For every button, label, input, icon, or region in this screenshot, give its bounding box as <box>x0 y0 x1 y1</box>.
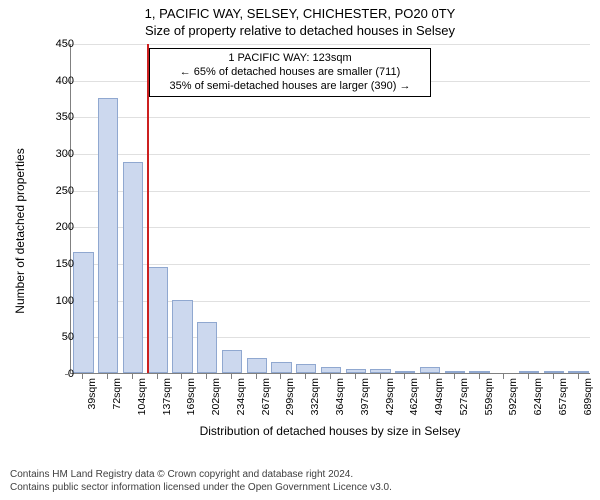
x-tick-label: 364sqm <box>334 378 346 428</box>
x-tick-mark <box>429 374 430 379</box>
histogram-bar <box>247 358 267 373</box>
histogram-bar <box>395 371 415 373</box>
histogram-bar <box>222 350 242 373</box>
x-tick-mark <box>231 374 232 379</box>
x-tick-mark <box>280 374 281 379</box>
y-axis-label: Number of detached properties <box>13 81 27 381</box>
x-tick-label: 332sqm <box>309 378 321 428</box>
x-tick-mark <box>206 374 207 379</box>
x-tick-mark <box>380 374 381 379</box>
histogram-bar <box>420 367 440 373</box>
x-tick-label: 624sqm <box>532 378 544 428</box>
x-tick-mark <box>553 374 554 379</box>
x-tick-mark <box>132 374 133 379</box>
plot-area: 1 PACIFIC WAY: 123sqm← 65% of detached h… <box>70 44 590 374</box>
y-tick-mark <box>65 44 70 45</box>
x-tick-mark <box>578 374 579 379</box>
x-tick-label: 527sqm <box>458 378 470 428</box>
x-tick-label: 657sqm <box>557 378 569 428</box>
x-tick-mark <box>107 374 108 379</box>
histogram-bar <box>123 162 143 373</box>
histogram-bar <box>172 300 192 373</box>
histogram-bar <box>73 252 93 373</box>
y-tick-mark <box>65 337 70 338</box>
x-tick-label: 104sqm <box>136 378 148 428</box>
y-tick-mark <box>65 301 70 302</box>
annotation-line2: ← 65% of detached houses are smaller (71… <box>156 66 424 80</box>
x-tick-label: 137sqm <box>161 378 173 428</box>
title-subtitle: Size of property relative to detached ho… <box>0 21 600 38</box>
y-tick-mark <box>65 227 70 228</box>
histogram-bar <box>321 367 341 373</box>
histogram-bar <box>296 364 316 373</box>
x-tick-label: 689sqm <box>582 378 594 428</box>
y-tick-mark <box>65 81 70 82</box>
annotation-box: 1 PACIFIC WAY: 123sqm← 65% of detached h… <box>149 48 431 97</box>
histogram-bar <box>544 371 564 373</box>
x-tick-label: 559sqm <box>483 378 495 428</box>
x-tick-mark <box>528 374 529 379</box>
x-tick-mark <box>181 374 182 379</box>
histogram-bar <box>445 371 465 373</box>
x-tick-label: 299sqm <box>284 378 296 428</box>
x-tick-label: 462sqm <box>408 378 420 428</box>
y-tick-mark <box>65 117 70 118</box>
histogram-bar <box>370 369 390 373</box>
x-tick-mark <box>157 374 158 379</box>
histogram-bar <box>568 371 588 373</box>
y-tick-mark <box>65 154 70 155</box>
x-tick-label: 72sqm <box>111 378 123 428</box>
x-tick-label: 494sqm <box>433 378 445 428</box>
footer-line1: Contains HM Land Registry data © Crown c… <box>10 469 392 482</box>
title-address: 1, PACIFIC WAY, SELSEY, CHICHESTER, PO20… <box>0 0 600 21</box>
x-tick-mark <box>82 374 83 379</box>
histogram-bar <box>197 322 217 373</box>
annotation-line3: 35% of semi-detached houses are larger (… <box>156 80 424 94</box>
x-tick-label: 429sqm <box>384 378 396 428</box>
x-tick-label: 234sqm <box>235 378 247 428</box>
histogram-bar <box>271 362 291 373</box>
footer-attribution: Contains HM Land Registry data © Crown c… <box>10 469 392 494</box>
x-tick-label: 39sqm <box>86 378 98 428</box>
x-tick-label: 397sqm <box>359 378 371 428</box>
x-tick-mark <box>256 374 257 379</box>
histogram-bar <box>98 98 118 373</box>
x-tick-mark <box>305 374 306 379</box>
y-tick-mark <box>65 191 70 192</box>
y-tick-mark <box>65 264 70 265</box>
x-tick-mark <box>454 374 455 379</box>
x-tick-label: 592sqm <box>507 378 519 428</box>
x-tick-mark <box>479 374 480 379</box>
x-tick-mark <box>330 374 331 379</box>
x-tick-label: 169sqm <box>185 378 197 428</box>
x-tick-label: 267sqm <box>260 378 272 428</box>
x-tick-mark <box>404 374 405 379</box>
y-tick-mark <box>65 374 70 375</box>
histogram-bar <box>469 371 489 373</box>
x-tick-mark <box>355 374 356 379</box>
histogram-bar <box>519 371 539 373</box>
x-tick-label: 202sqm <box>210 378 222 428</box>
histogram-bar <box>346 369 366 373</box>
annotation-line1: 1 PACIFIC WAY: 123sqm <box>156 52 424 66</box>
footer-line2: Contains public sector information licen… <box>10 482 392 495</box>
histogram-bar <box>148 267 168 373</box>
x-tick-mark <box>503 374 504 379</box>
chart-container: Number of detached properties Distributi… <box>0 44 600 440</box>
